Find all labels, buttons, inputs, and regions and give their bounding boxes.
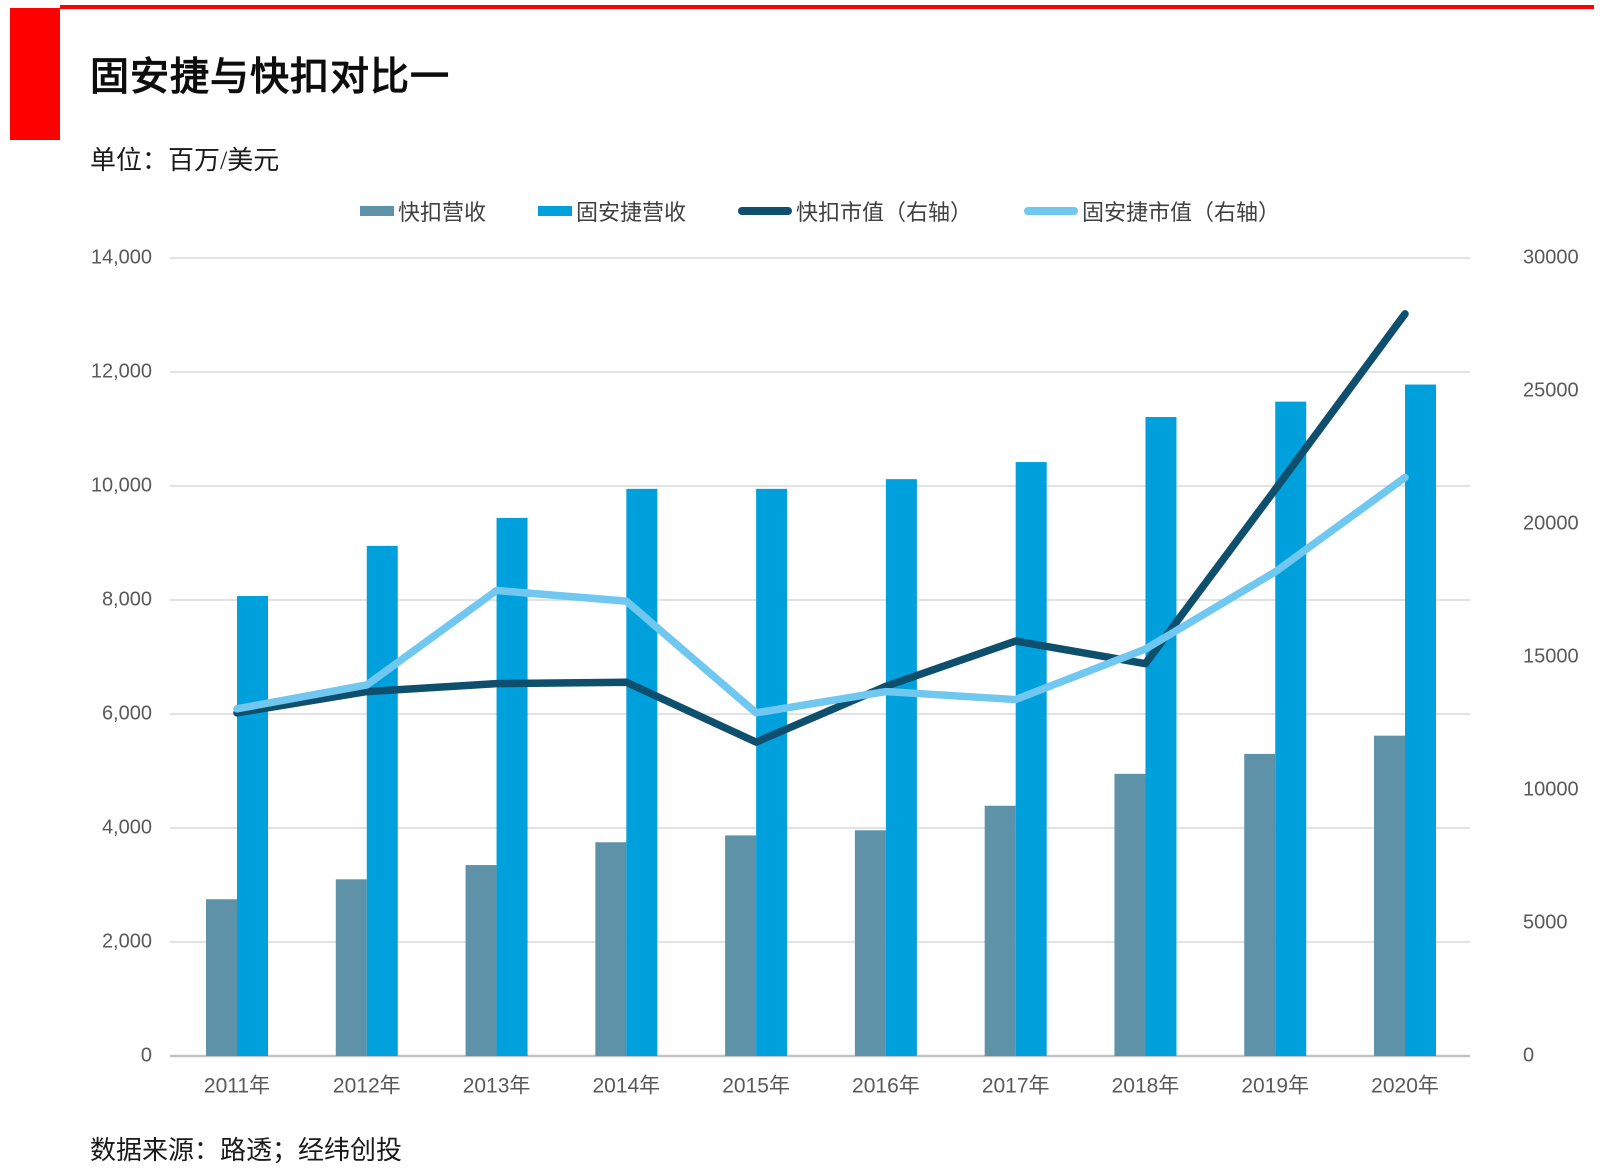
bar-fastenal-revenue — [1374, 735, 1406, 1056]
legend: 快扣营收 固安捷营收 快扣市值（右轴） 固安捷市值（右轴） — [170, 194, 1470, 228]
bar-grainger-revenue — [756, 488, 788, 1057]
bar-fastenal-revenue — [725, 835, 757, 1056]
x-axis-category-label: 2019年 — [1241, 1074, 1309, 1097]
left-axis-tick-label: 6,000 — [102, 702, 152, 724]
line-fastenal-marketcap — [233, 310, 1409, 746]
red-accent-block — [10, 8, 60, 140]
x-axis-category-label: 2017年 — [982, 1074, 1050, 1097]
bar-grainger-revenue — [237, 596, 268, 1056]
bar-fastenal-revenue — [206, 899, 237, 1056]
bar-fastenal-revenue — [335, 879, 367, 1056]
bar-grainger-revenue — [1275, 401, 1307, 1056]
unit-label: 单位：百万/美元 — [90, 146, 280, 175]
legend-label: 快扣营收 — [397, 200, 486, 225]
grainger-marketcap-swatch — [1024, 207, 1079, 215]
x-axis-category-label: 2014年 — [592, 1074, 660, 1097]
bar-fastenal-revenue — [465, 865, 497, 1056]
legend-label: 固安捷市值（右轴） — [1082, 200, 1281, 225]
right-axis-tick-label: 5000 — [1523, 911, 1568, 933]
x-axis-category-label: 2020年 — [1371, 1074, 1439, 1097]
right-axis-tick-label: 30000 — [1523, 246, 1579, 268]
fastenal-marketcap-swatch — [738, 207, 792, 215]
page-title: 固安捷与快扣对比一 — [90, 56, 451, 99]
x-axis-category-label: 2013年 — [463, 1074, 531, 1097]
bar-grainger-revenue — [496, 517, 528, 1056]
x-axis-category-label: 2016年 — [852, 1074, 920, 1097]
legend-label: 快扣市值（右轴） — [796, 200, 973, 225]
bar-grainger-revenue — [626, 488, 658, 1057]
bar-fastenal-revenue — [595, 842, 627, 1056]
bar-fastenal-revenue — [854, 830, 886, 1056]
x-axis-category-label: 2015年 — [722, 1074, 790, 1097]
left-axis-tick-label: 10,000 — [91, 474, 152, 496]
bar-fastenal-revenue — [984, 805, 1016, 1056]
bar-grainger-revenue — [885, 479, 917, 1056]
right-axis-tick-label: 20000 — [1523, 512, 1579, 534]
left-axis-tick-label: 2,000 — [102, 930, 152, 952]
left-axis-tick-label: 4,000 — [102, 816, 152, 838]
fastenal-revenue-swatch — [359, 206, 394, 216]
bar-grainger-revenue — [1145, 417, 1177, 1056]
legend-item-fastenal-marketcap: 快扣市值（右轴） — [738, 195, 972, 227]
source-label: 数据来源：路透；经纬创投 — [90, 1136, 403, 1165]
legend-item-fastenal-revenue: 快扣营收 — [359, 195, 486, 227]
right-axis-tick-label: 25000 — [1523, 379, 1579, 401]
bar-fastenal-revenue — [1114, 773, 1146, 1056]
right-axis-tick-label: 10000 — [1523, 778, 1579, 800]
left-axis-tick-label: 12,000 — [91, 360, 152, 382]
bar-grainger-revenue — [1405, 384, 1437, 1056]
bar-grainger-revenue — [1015, 462, 1047, 1056]
left-axis-tick-label: 8,000 — [102, 588, 152, 610]
bar-fastenal-revenue — [1244, 753, 1276, 1056]
x-axis-category-label: 2011年 — [204, 1074, 270, 1097]
x-axis-category-label: 2018年 — [1112, 1074, 1180, 1097]
right-axis-tick-label: 0 — [1523, 1044, 1534, 1066]
left-axis-tick-label: 14,000 — [91, 246, 152, 268]
grainger-revenue-swatch — [537, 206, 572, 216]
legend-item-grainger-marketcap: 固安捷市值（右轴） — [1024, 195, 1280, 227]
bar-grainger-revenue — [366, 545, 398, 1056]
left-axis-tick-label: 0 — [141, 1044, 152, 1066]
top-accent-line — [60, 5, 1594, 9]
legend-item-grainger-revenue: 固安捷营收 — [537, 195, 686, 227]
right-axis-tick-label: 15000 — [1523, 645, 1579, 667]
line-grainger-marketcap — [233, 473, 1409, 717]
legend-label: 固安捷营收 — [575, 200, 686, 225]
x-axis-category-label: 2012年 — [333, 1074, 401, 1097]
